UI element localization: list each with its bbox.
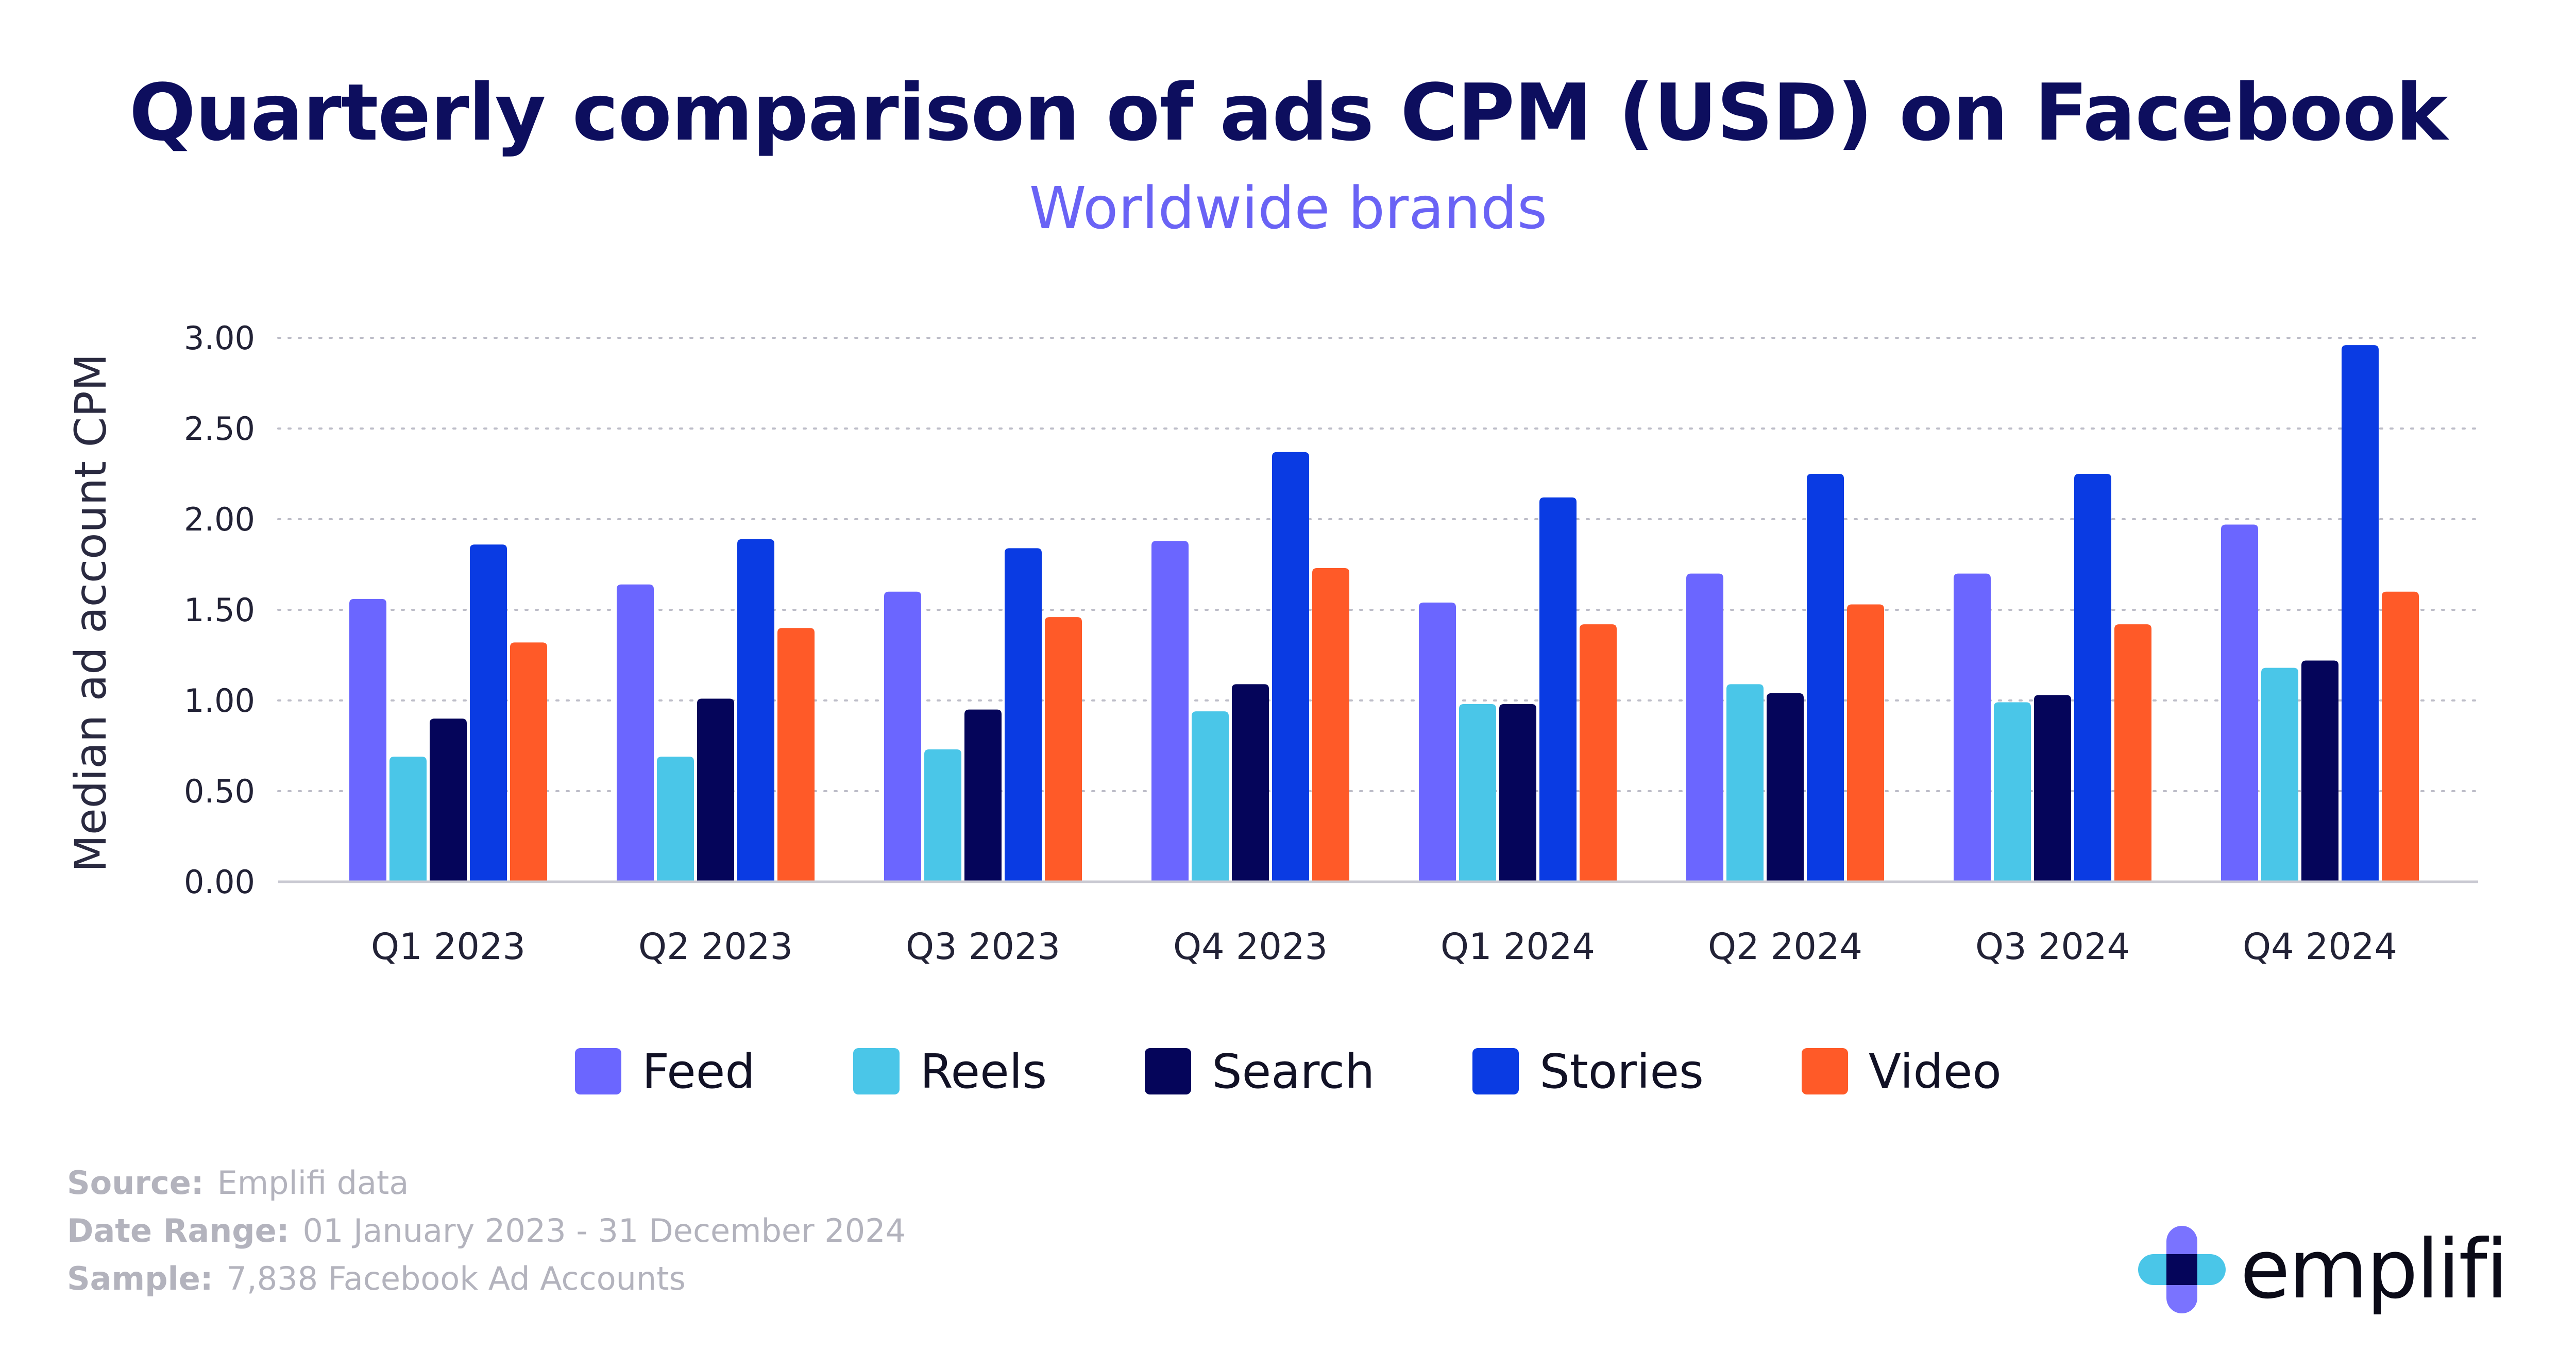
chart-subtitle: Worldwide brands	[1029, 175, 1548, 242]
bar-search-q4-2023	[1232, 684, 1269, 882]
bar-feed-q4-2024	[2221, 524, 2258, 882]
bar-stories-q1-2024	[1539, 497, 1577, 882]
legend-item-search: Search	[1145, 1044, 1375, 1099]
footer-date-range: Date Range: 01 January 2023 - 31 December…	[67, 1207, 906, 1255]
bar-search-q1-2023	[430, 718, 467, 882]
bar-search-q4-2024	[2301, 660, 2338, 882]
footer-sample-value: 7,838 Facebook Ad Accounts	[226, 1260, 686, 1297]
legend-swatch	[1802, 1048, 1848, 1094]
x-axis-categories: Q1 2023 Q2 2023 Q3 2023 Q4 2023 Q1 2024 Q2 20…	[371, 926, 2397, 968]
bar-search-q3-2023	[964, 709, 1002, 882]
bar-video-q3-2023	[1045, 617, 1082, 882]
footer-source: Source: Emplifi data	[67, 1159, 906, 1207]
y-tick-label: 2.50	[184, 410, 255, 448]
bar-stories-q3-2023	[1005, 548, 1042, 882]
bar-reels-q2-2024	[1726, 684, 1764, 882]
bar-reels-q2-2023	[657, 757, 694, 882]
bar-search-q1-2024	[1499, 704, 1536, 882]
bars	[349, 345, 2419, 882]
bar-reels-q1-2023	[389, 757, 427, 882]
brand-name: emplifi	[2240, 1222, 2509, 1317]
bar-feed-q1-2023	[349, 598, 386, 882]
bar-stories-q2-2024	[1807, 474, 1844, 882]
bar-feed-q2-2023	[617, 584, 654, 882]
legend-item-stories: Stories	[1472, 1044, 1704, 1099]
y-tick-label: 3.00	[184, 319, 255, 357]
bar-stories-q2-2023	[737, 539, 774, 882]
bar-feed-q1-2024	[1419, 602, 1456, 882]
x-category-label: Q4 2024	[2243, 926, 2397, 968]
bar-video-q2-2023	[777, 628, 815, 882]
legend-swatch	[1145, 1048, 1192, 1094]
chart-title: Quarterly comparison of ads CPM (USD) on…	[129, 67, 2448, 158]
footer-notes: Source: Emplifi data Date Range: 01 Januar…	[67, 1159, 906, 1303]
footer-source-value: Emplifi data	[217, 1164, 409, 1202]
bar-reels-q1-2024	[1459, 704, 1496, 882]
bar-video-q1-2023	[510, 642, 547, 882]
y-tick-label: 0.50	[184, 773, 255, 810]
x-category-label: Q4 2023	[1173, 926, 1328, 968]
x-category-label: Q3 2024	[1975, 926, 2130, 968]
bar-stories-q1-2023	[470, 544, 507, 882]
bar-stories-q3-2024	[2074, 474, 2111, 882]
y-tick-label: 1.00	[184, 682, 255, 720]
x-category-label: Q3 2023	[906, 926, 1060, 968]
bar-feed-q3-2024	[1954, 573, 1991, 882]
bar-video-q4-2024	[2382, 591, 2419, 882]
bar-feed-q2-2024	[1686, 573, 1723, 882]
x-category-label: Q2 2024	[1708, 926, 1862, 968]
x-category-label: Q1 2024	[1440, 926, 1595, 968]
bar-search-q2-2023	[697, 698, 734, 882]
footer-source-label: Source:	[67, 1164, 204, 1202]
legend-swatch	[575, 1048, 622, 1094]
footer-sample: Sample: 7,838 Facebook Ad Accounts	[67, 1255, 906, 1303]
y-tick-label: 0.00	[184, 863, 255, 901]
legend-item-video: Video	[1802, 1044, 2002, 1099]
legend-swatch	[1472, 1048, 1519, 1094]
bar-reels-q4-2024	[2261, 668, 2298, 882]
bar-video-q3-2024	[2114, 624, 2151, 882]
bar-reels-q4-2023	[1192, 711, 1229, 882]
bar-stories-q4-2023	[1272, 452, 1309, 882]
bar-feed-q3-2023	[884, 591, 921, 882]
legend-item-feed: Feed	[575, 1044, 755, 1099]
bar-search-q2-2024	[1767, 693, 1804, 882]
bar-video-q4-2023	[1312, 568, 1349, 882]
legend-label: Stories	[1539, 1043, 1704, 1099]
footer-date-range-label: Date Range:	[67, 1212, 290, 1250]
x-category-label: Q1 2023	[371, 926, 526, 968]
footer-sample-label: Sample:	[67, 1260, 213, 1297]
bar-stories-q4-2024	[2342, 345, 2379, 882]
bar-reels-q3-2024	[1994, 702, 2031, 882]
legend-label: Video	[1869, 1043, 2002, 1099]
legend-label: Feed	[642, 1043, 755, 1099]
legend: Feed Reels Search Stories Video	[0, 1040, 2576, 1102]
y-tick-label: 2.00	[184, 501, 255, 538]
legend-label: Reels	[920, 1043, 1047, 1099]
footer-date-range-value: 01 January 2023 - 31 December 2024	[302, 1212, 906, 1250]
y-axis-title: Median ad account CPM	[65, 354, 116, 872]
y-axis-ticks: 0.00 0.50 1.00 1.50 2.00 2.50 3.00	[184, 319, 255, 901]
gridlines	[277, 337, 2479, 792]
bar-feed-q4-2023	[1151, 541, 1189, 882]
y-tick-label: 1.50	[184, 591, 255, 629]
legend-item-reels: Reels	[853, 1044, 1047, 1099]
bar-video-q1-2024	[1580, 624, 1617, 882]
bar-video-q2-2024	[1847, 604, 1884, 882]
brand-logo: emplifi	[2138, 1222, 2509, 1317]
emplifi-logo-icon	[2138, 1226, 2226, 1313]
legend-swatch	[853, 1048, 900, 1094]
legend-label: Search	[1212, 1043, 1375, 1099]
x-category-label: Q2 2023	[638, 926, 793, 968]
bar-search-q3-2024	[2034, 695, 2071, 882]
bar-reels-q3-2023	[924, 749, 961, 882]
